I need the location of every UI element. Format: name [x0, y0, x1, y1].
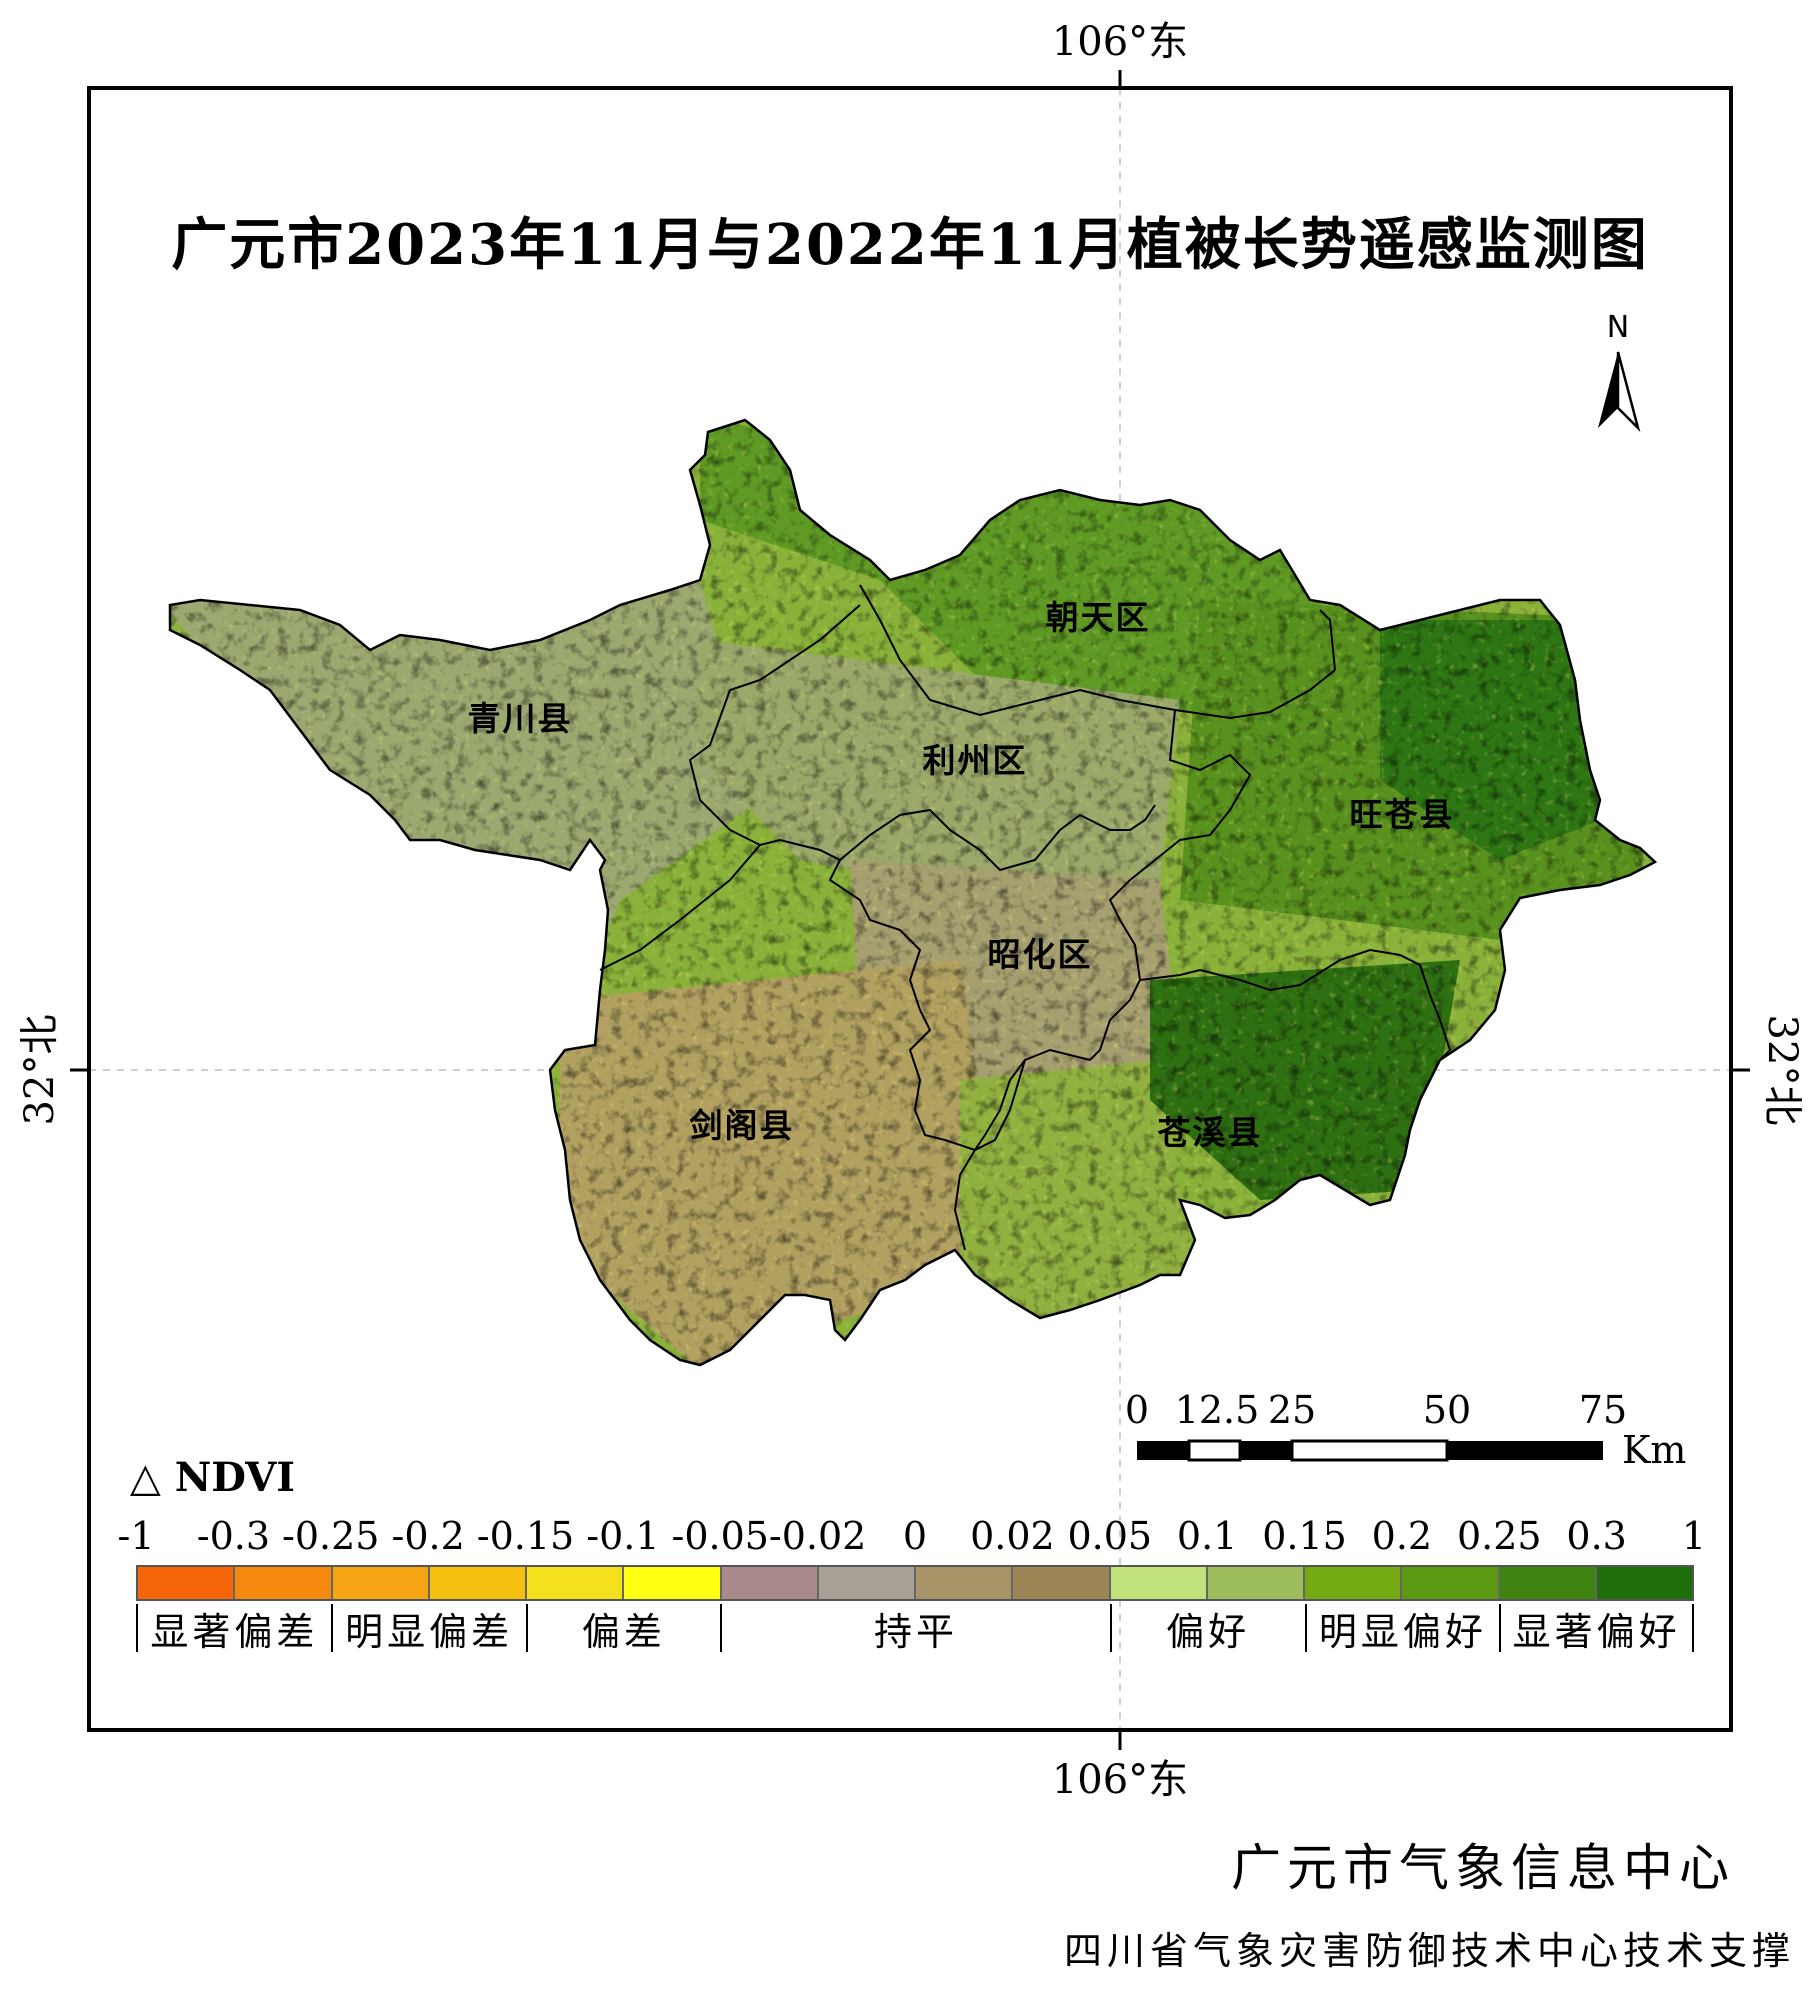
latitude-label-right: 32°北: [1759, 1014, 1805, 1126]
scale-tick-label: 0: [1124, 1388, 1150, 1432]
legend-tick-label: 0.02: [970, 1514, 1055, 1558]
legend-swatch: [138, 1567, 236, 1599]
scale-bar: [1137, 1439, 1603, 1462]
legend-title: △ NDVI: [130, 1454, 295, 1501]
scale-tick-label: 25: [1267, 1388, 1317, 1432]
legend-swatch: [527, 1567, 625, 1599]
legend-tick-label: -0.25: [282, 1514, 380, 1558]
boundary-chaotian-south: [929, 669, 1336, 720]
boundary-qingchuan-jiange: [599, 844, 761, 971]
latitude-label-left: 32°北: [17, 1014, 63, 1126]
legend-class-label: 显著偏好: [1499, 1604, 1694, 1654]
legend-class-label: 持平: [720, 1604, 1110, 1654]
support-credit: 四川省气象灾害防御技术中心技术支撑: [1063, 1929, 1795, 1973]
legend-swatch: [1207, 1567, 1305, 1599]
county-boundaries: [599, 584, 1452, 1251]
county-label-chaotian: 朝天区: [1045, 598, 1151, 637]
boundary-lizhou-south: [729, 804, 1156, 872]
legend-class-label: 偏好: [1109, 1604, 1305, 1654]
boundary-wangcang-cangxi: [1139, 948, 1452, 1061]
legend-swatch: [721, 1567, 819, 1599]
legend-class-label: 明显偏差: [330, 1604, 526, 1654]
legend-tick-label: 0.1: [1176, 1514, 1238, 1558]
legend-tick-label: -1: [117, 1514, 155, 1558]
legend-swatch: [818, 1567, 916, 1599]
longitude-label-top: 106°东: [1051, 19, 1189, 65]
scale-unit: Km: [1622, 1428, 1687, 1472]
legend-swatch: [332, 1567, 430, 1599]
legend-swatch: [1596, 1567, 1692, 1599]
county-label-lizhou: 利州区: [922, 741, 1028, 780]
county-label-jiange: 剑阁县: [689, 1106, 795, 1145]
map-title: 广元市2023年11月与2022年11月植被长势遥感监测图: [171, 212, 1649, 278]
legend-tick-label: -0.2: [391, 1514, 465, 1558]
producer-credit: 广元市气象信息中心: [1231, 1839, 1735, 1897]
legend-swatch: [1110, 1567, 1208, 1599]
legend-swatch: [916, 1567, 1014, 1599]
legend-swatch: [1499, 1567, 1597, 1599]
legend-class-label: 显著偏差: [136, 1604, 331, 1654]
legend-tick-label: 0.2: [1371, 1514, 1433, 1558]
north-arrow-icon: [1598, 351, 1641, 433]
boundary-zhaohua-east: [1089, 859, 1156, 1061]
boundary-jiange-cangxi: [953, 1059, 1026, 1251]
legend-swatch: [1305, 1567, 1403, 1599]
legend-tick-label: -0.1: [586, 1514, 660, 1558]
legend-swatch: [1013, 1567, 1111, 1599]
scale-tick-label: 75: [1578, 1388, 1628, 1432]
legend-tick-label: 1: [1681, 1514, 1707, 1558]
boundary-zhaohua-jiange: [828, 859, 1091, 1152]
legend-swatch: [429, 1567, 527, 1599]
scale-tick-label: 12.5: [1174, 1388, 1260, 1432]
boundary-chaotian-west: [859, 584, 931, 701]
legend-tick-label: 0.25: [1456, 1514, 1542, 1558]
boundary-chaotian-east: [1319, 609, 1336, 671]
legend-swatch: [235, 1567, 333, 1599]
legend-tick-label: 0.05: [1067, 1514, 1153, 1558]
legend-tick-label: 0.3: [1566, 1514, 1627, 1558]
legend-color-bar: [136, 1565, 1694, 1601]
boundary-lizhou-west: [688, 604, 861, 831]
legend-tick-label: 0.15: [1262, 1514, 1347, 1558]
north-arrow-label: N: [1606, 310, 1630, 345]
legend-tick-label: 0: [902, 1514, 928, 1558]
scale-tick-label: 50: [1422, 1388, 1472, 1432]
boundary-lizhou-east: [1154, 709, 1252, 861]
county-label-zhaohua: 昭化区: [987, 935, 1093, 974]
legend-tick-label: -0.3: [196, 1514, 271, 1558]
legend-tick-label: -0.05: [671, 1514, 769, 1558]
legend-class-label: 明显偏好: [1304, 1604, 1500, 1654]
legend-tick-label: -0.02: [768, 1514, 867, 1558]
county-label-wangcang: 旺苍县: [1349, 795, 1455, 834]
county-label-qingchuan: 青川县: [467, 699, 573, 738]
legend-tick-label: -0.15: [476, 1514, 575, 1558]
map-frame: [87, 86, 1733, 1732]
longitude-label-bottom: 106°东: [1051, 1757, 1189, 1803]
legend-swatch: [624, 1567, 722, 1599]
legend-class-label: 偏差: [525, 1604, 721, 1654]
legend-swatch: [1402, 1567, 1500, 1599]
county-label-cangxi: 苍溪县: [1157, 1113, 1263, 1152]
